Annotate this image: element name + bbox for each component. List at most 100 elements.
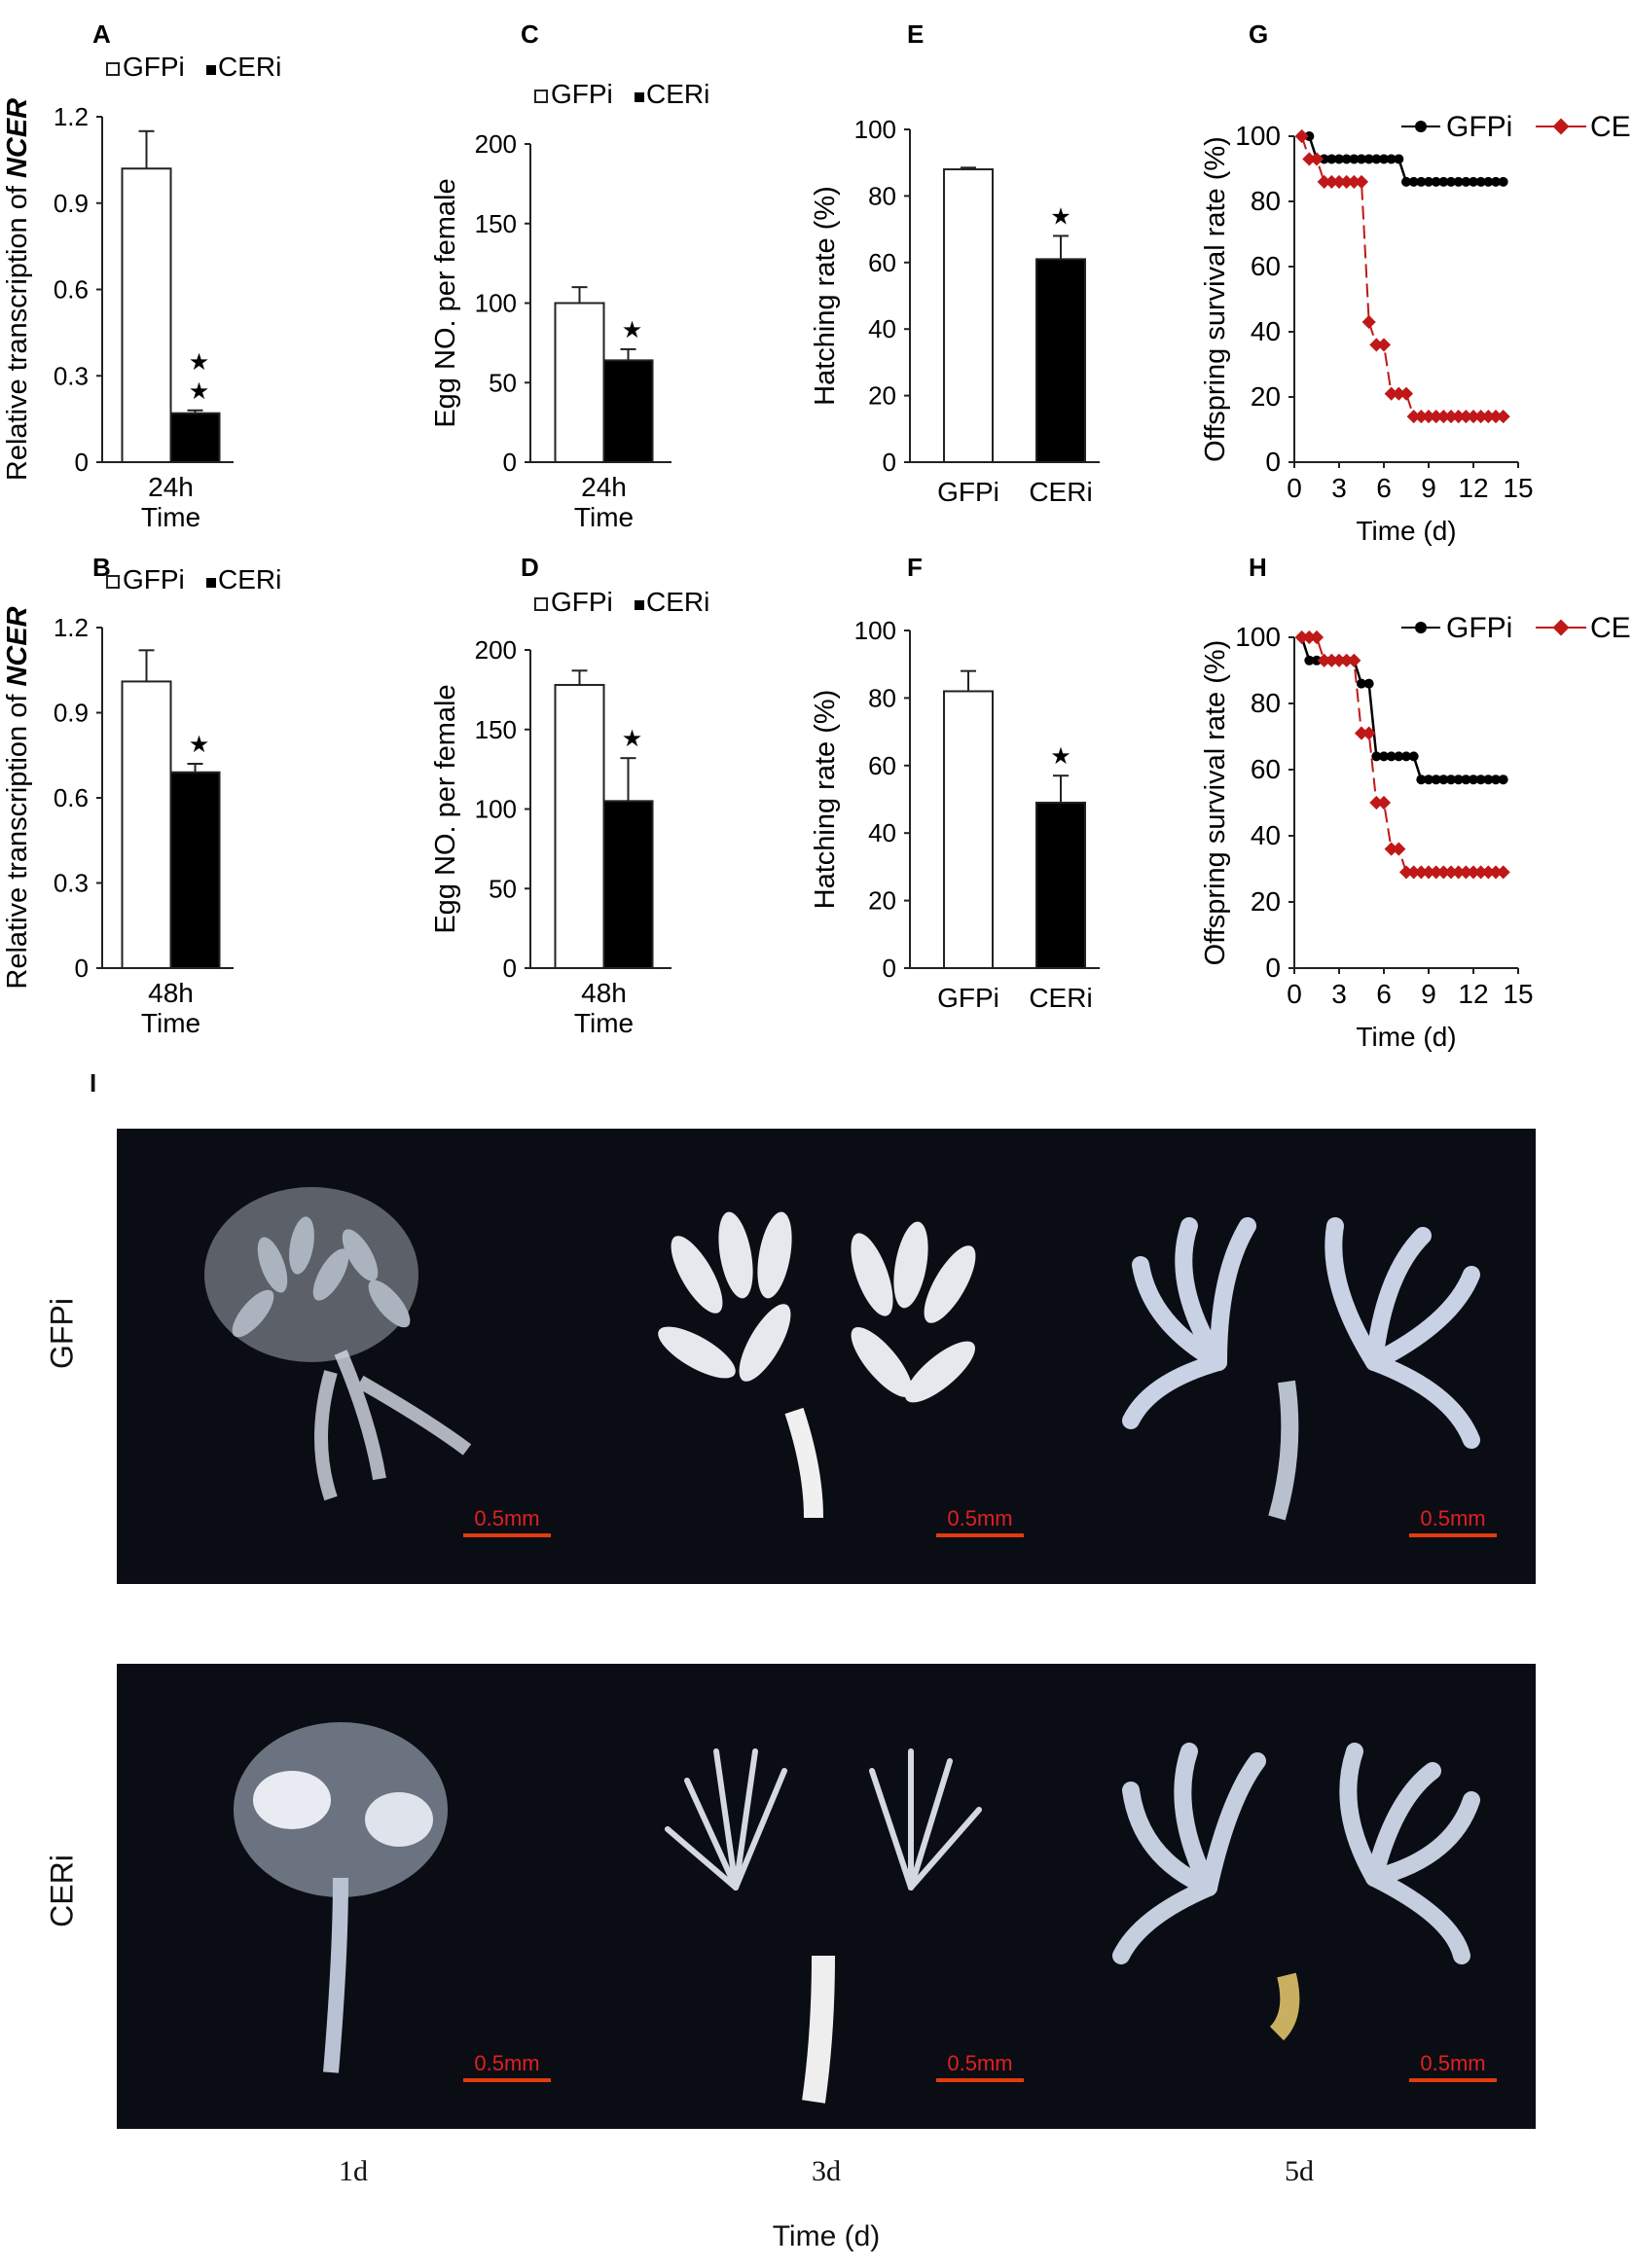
significance-marker: ★ [622, 316, 643, 343]
y-tick-label: 0.3 [54, 361, 89, 390]
data-point-ceri [1302, 630, 1317, 645]
legend-label-gfpi: GFPi [551, 79, 613, 109]
data-point-gfpi [1446, 176, 1456, 187]
data-point-gfpi [1326, 154, 1337, 164]
y-axis-label: Egg NO. per female [430, 684, 461, 933]
x-category-label: CERi [1029, 477, 1092, 507]
column-label-3d: 3d [812, 2155, 841, 2187]
legend-label-gfpi: GFPi [1446, 111, 1512, 143]
data-point-ceri [1481, 865, 1496, 880]
data-point-ceri [1459, 865, 1473, 880]
data-point-gfpi [1438, 774, 1449, 785]
panel-I-xlabel: Time (d) [772, 2220, 881, 2252]
data-point-gfpi [1416, 176, 1427, 187]
bar [554, 683, 605, 969]
x-tick-label: 9 [1421, 979, 1436, 1009]
y-tick-label: 40 [868, 818, 896, 847]
data-point-gfpi [1379, 154, 1389, 164]
x-tick-label: 12 [1458, 473, 1488, 503]
bar [1035, 258, 1086, 463]
data-point-gfpi [1475, 176, 1486, 187]
legend-marker-gfpi [1415, 622, 1427, 633]
y-tick-label: 200 [475, 635, 517, 665]
legend-marker-ceri [1552, 619, 1570, 636]
scale-bar: 0.5mm [463, 1506, 551, 1537]
legend-marker-ceri [1552, 118, 1570, 135]
y-axis-label: Offspring survival rate (%) [1200, 640, 1231, 966]
data-point-ceri [1339, 653, 1354, 667]
data-point-gfpi [1475, 774, 1486, 785]
bar [602, 800, 654, 970]
legend-label-gfpi: GFPi [123, 564, 185, 594]
data-point-ceri [1376, 338, 1392, 352]
data-point-gfpi [1469, 774, 1478, 785]
y-tick-label: 0.6 [54, 275, 89, 305]
data-point-gfpi [1453, 774, 1464, 785]
legend-label-ceri: CERi [218, 564, 281, 594]
significance-marker: ★ [1050, 202, 1071, 230]
y-tick-label: 100 [1235, 121, 1281, 151]
x-tick-label: 12 [1458, 979, 1488, 1009]
data-point-ceri [1488, 410, 1504, 424]
y-axis-label: Egg NO. per female [430, 178, 461, 427]
bar [602, 359, 654, 463]
y-tick-label: 60 [868, 248, 896, 277]
data-point-gfpi [1386, 154, 1397, 164]
y-tick-label: 0 [1265, 953, 1281, 983]
bar [169, 771, 221, 969]
data-point-ceri [1473, 865, 1488, 880]
micrograph-gfpi-3d-art [658, 1211, 976, 1519]
data-point-ceri [1347, 174, 1361, 189]
data-point-gfpi [1357, 154, 1366, 164]
data-point-ceri [1309, 630, 1325, 645]
data-point-gfpi [1371, 751, 1382, 762]
y-tick-label: 40 [1251, 820, 1281, 850]
data-point-gfpi [1401, 176, 1411, 187]
y-tick-label: 150 [475, 209, 517, 238]
y-tick-label: 0.9 [54, 699, 89, 728]
panel-label-D: D [521, 553, 539, 582]
y-tick-label: 0.3 [54, 869, 89, 898]
y-tick-label: 20 [1251, 886, 1281, 917]
x-category-label: GFPi [937, 477, 999, 507]
data-point-gfpi [1408, 176, 1419, 187]
data-point-gfpi [1394, 154, 1404, 164]
micrograph-ceri-1d-art [234, 1722, 448, 2073]
legend-label-gfpi: GFPi [123, 52, 185, 82]
y-axis-label: Hatching rate (%) [810, 690, 841, 910]
data-point-ceri [1369, 338, 1384, 352]
x-category-label: 48h [581, 978, 627, 1008]
data-point-ceri [1473, 410, 1488, 424]
bar [169, 412, 221, 464]
data-point-ceri [1406, 865, 1421, 880]
scale-bar-label: 0.5mm [947, 2051, 1013, 2075]
panel-label-C: C [521, 19, 539, 49]
data-point-ceri [1414, 410, 1429, 424]
y-tick-label: 60 [868, 751, 896, 780]
data-point-ceri [1331, 174, 1347, 189]
y-tick-label: 0 [75, 448, 89, 477]
x-tick-label: 15 [1503, 473, 1533, 503]
data-point-ceri [1384, 842, 1398, 856]
data-point-gfpi [1416, 774, 1427, 785]
data-point-gfpi [1469, 176, 1478, 187]
chart-panel-E: E 0 20 40 60 80 100 Hatching rate (%) GFPi CERi ★ [810, 19, 1100, 507]
x-tick-label: 6 [1376, 979, 1392, 1009]
micrograph-ceri-3d-art [665, 1748, 982, 2104]
data-point-ceri [1429, 410, 1443, 424]
data-point-ceri [1294, 128, 1309, 144]
y-tick-label: 80 [1251, 688, 1281, 718]
scale-bar: 0.5mm [1409, 2051, 1497, 2082]
legend-label-gfpi: GFPi [551, 587, 613, 617]
data-point-gfpi [1312, 655, 1322, 666]
scale-bar: 0.5mm [936, 1506, 1024, 1537]
y-tick-label: 80 [868, 683, 896, 712]
data-point-ceri [1331, 653, 1347, 667]
data-point-gfpi [1341, 154, 1352, 164]
data-point-gfpi [1408, 751, 1419, 762]
data-point-gfpi [1363, 154, 1374, 164]
data-point-ceri [1369, 795, 1384, 810]
data-point-gfpi [1461, 176, 1471, 187]
scale-bar: 0.5mm [463, 2051, 551, 2082]
